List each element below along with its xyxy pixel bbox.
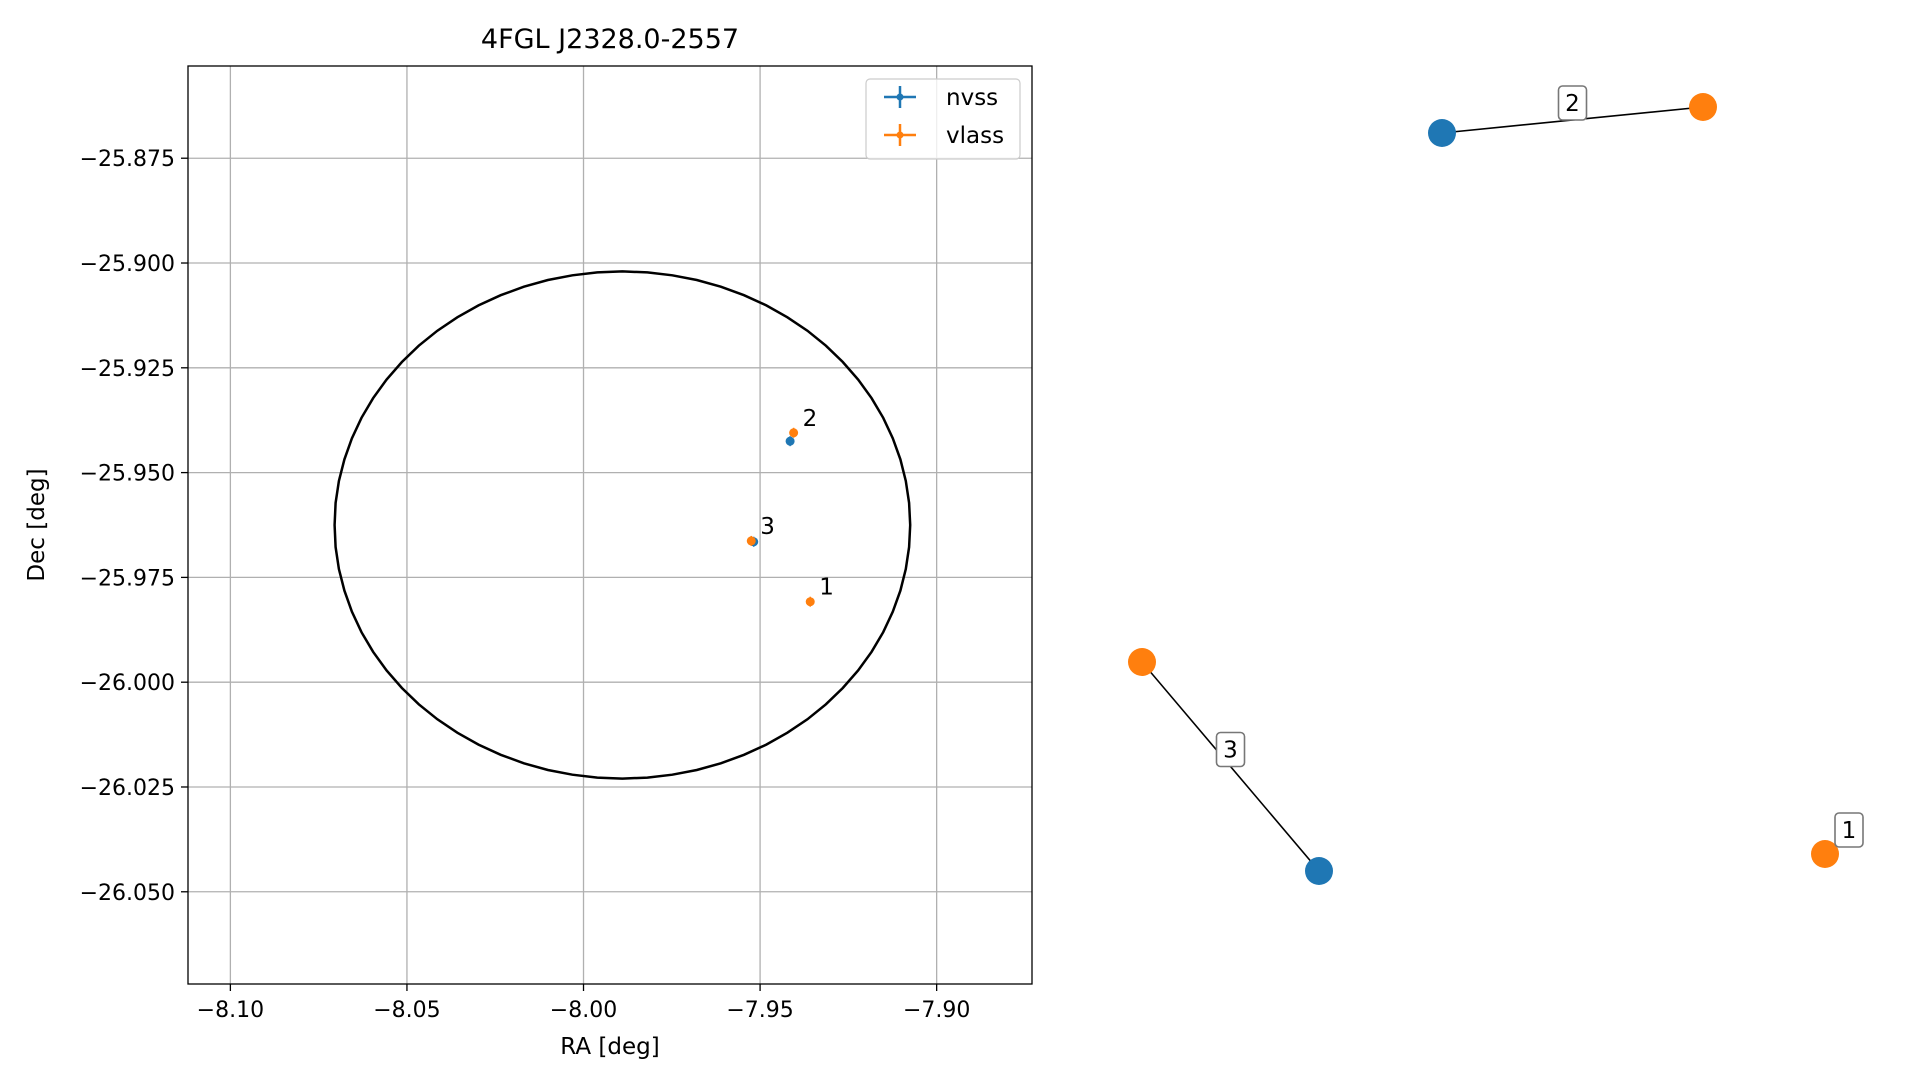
vlass-point <box>805 597 815 607</box>
y-tick-label: −25.900 <box>80 252 175 277</box>
x-tick-label: −8.10 <box>197 998 264 1023</box>
y-axis-label: Dec [deg] <box>24 468 50 581</box>
point-label: 1 <box>819 575 834 601</box>
edge-label-text: 1 <box>1842 818 1857 844</box>
legend-label-nvss: nvss <box>946 85 998 111</box>
y-tick-label: −26.025 <box>80 776 175 801</box>
legend-marker-vlass <box>884 124 916 146</box>
edge-label-box <box>1215 731 1246 768</box>
y-tick-label: −25.925 <box>80 357 175 382</box>
data-points: 1 2 3 <box>746 406 834 607</box>
x-tick-label: −8.00 <box>550 998 617 1023</box>
y-tick-label: −25.875 <box>80 147 175 172</box>
edge-label-text: 2 <box>1565 91 1580 117</box>
network-nodes <box>1128 93 1839 885</box>
point-label: 3 <box>760 514 775 540</box>
nvss-node <box>1305 857 1333 885</box>
y-tick-label: −25.950 <box>80 462 175 487</box>
scatter-axes: 1 2 3 −8.10 −8.05 −8.00 −7.95 −7.90 −25.875 −25.… <box>24 24 1033 1060</box>
x-tick-label: −7.90 <box>903 998 970 1023</box>
x-tick-label: −8.05 <box>373 998 440 1023</box>
nvss-point <box>785 436 795 446</box>
grid-lines <box>188 66 1032 984</box>
ellipse-layer <box>333 270 912 780</box>
nvss-node <box>1428 119 1456 147</box>
vlass-node <box>1128 648 1156 676</box>
vlass-node <box>1811 840 1839 868</box>
chart-title: 4FGL J2328.0-2557 <box>481 24 739 55</box>
axes-frame <box>187 65 1033 985</box>
localization-ellipse <box>333 270 912 780</box>
y-tick-label: −25.975 <box>80 566 175 591</box>
legend-marker-nvss <box>884 86 916 108</box>
edge-label-box <box>1834 812 1864 848</box>
vlass-node <box>1689 93 1717 121</box>
edge-label-text: 3 <box>1223 738 1238 764</box>
network-edge-labels: 2 3 1 <box>1215 85 1864 848</box>
vlass-point <box>789 428 799 438</box>
y-tick-label: −26.050 <box>80 881 175 906</box>
edge-label: 2 <box>1557 85 1588 121</box>
edge-label-box <box>1557 85 1588 121</box>
point-label: 2 <box>803 406 818 432</box>
legend: nvss vlass <box>865 78 1021 160</box>
vlass-point <box>746 536 756 546</box>
x-tick-label: −7.95 <box>726 998 793 1023</box>
y-tick-label: −26.000 <box>80 671 175 696</box>
legend-label-vlass: vlass <box>946 123 1004 149</box>
edge-label: 3 <box>1215 731 1246 768</box>
x-axis-label: RA [deg] <box>560 1034 659 1060</box>
tick-marks: −8.10 −8.05 −8.00 −7.95 −7.90 −25.875 −25.900 −… <box>80 147 971 1023</box>
node-label: 1 <box>1834 812 1864 848</box>
legend-box <box>865 78 1021 160</box>
association-network: 2 3 1 <box>1128 85 1864 885</box>
